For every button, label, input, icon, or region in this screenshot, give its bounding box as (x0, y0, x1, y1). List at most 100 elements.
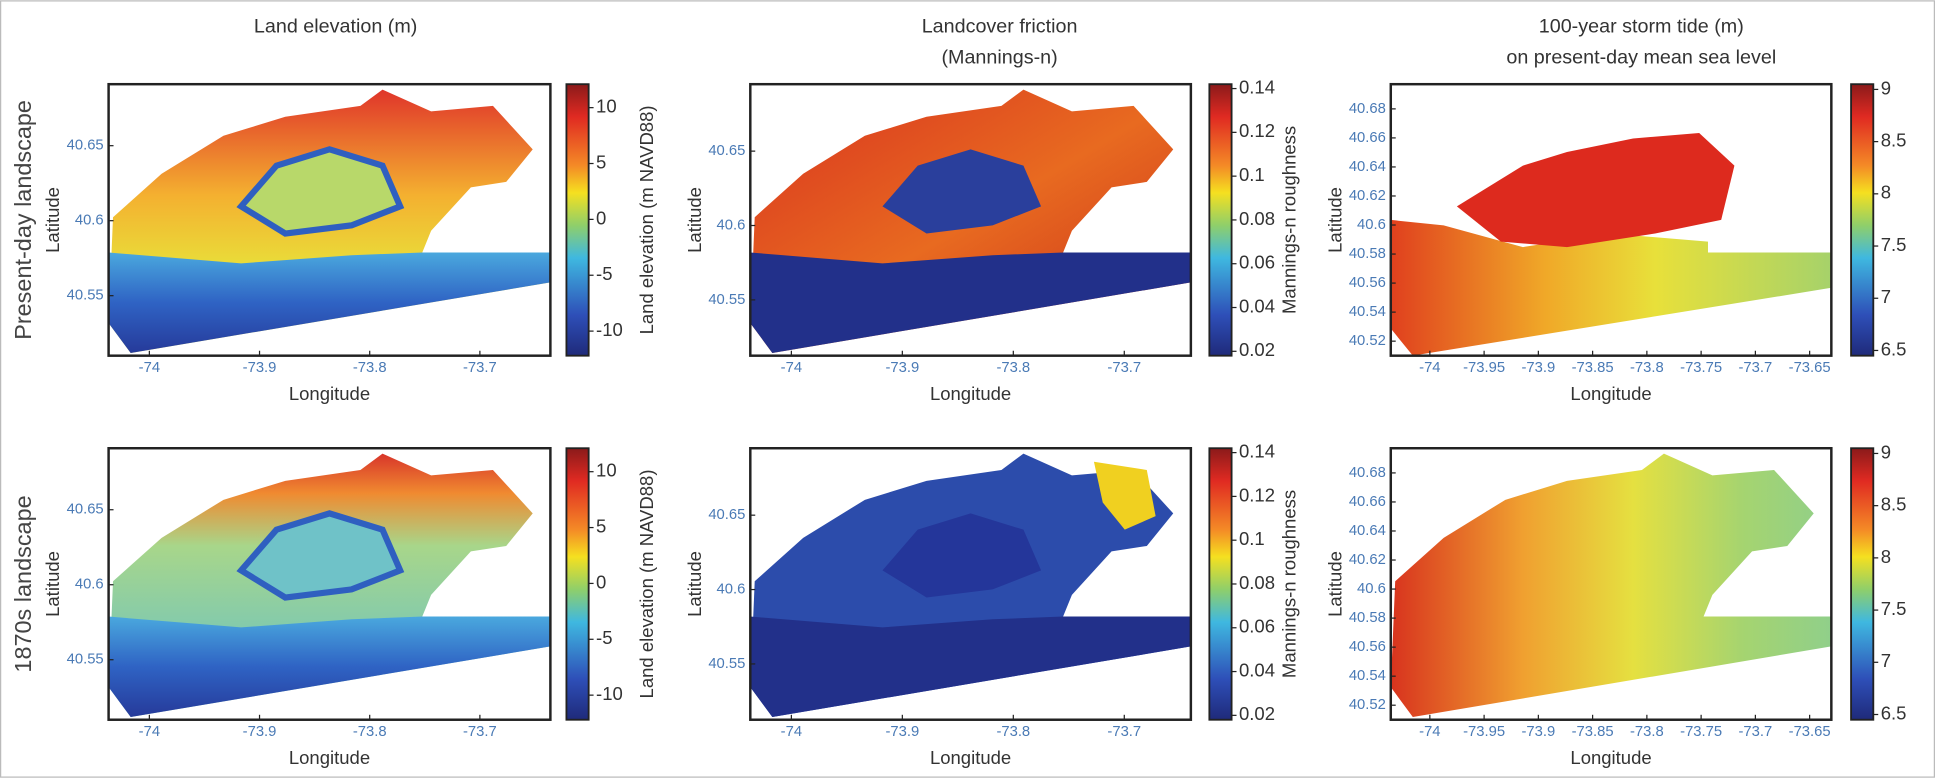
map (108, 453, 551, 718)
colorbar-tick-label: 0.14 (1239, 76, 1275, 97)
colorbar-tick-label: 0.08 (1239, 208, 1275, 229)
colorbar-tick-label: 5 (596, 151, 606, 172)
column-title: Land elevation (m) (254, 16, 417, 38)
x-tick-label: -73.9 (885, 724, 919, 740)
y-tick-label: 40.68 (1349, 101, 1386, 117)
colorbar-tick-label: 0.04 (1239, 659, 1275, 680)
axes-box (107, 447, 552, 721)
x-tick-label: -74 (1419, 360, 1440, 376)
y-axis-label: Latitude (42, 551, 63, 617)
y-tick-label: 40.55 (708, 656, 745, 672)
column-title: (Mannings-n) (941, 46, 1057, 68)
colorbar-tick-label: 9 (1881, 77, 1891, 98)
x-tick-label: -74 (139, 724, 160, 740)
axes-box (749, 447, 1193, 721)
y-tick-label: 40.58 (1349, 610, 1386, 626)
colorbar-tick-label: 0.02 (1239, 339, 1275, 360)
surge (1390, 219, 1832, 356)
colorbar-tick-label: 0.06 (1239, 252, 1275, 273)
colorbar-tick-label: 0.14 (1239, 441, 1275, 462)
x-tick-label: -73.7 (1739, 360, 1773, 376)
x-axis-label: Longitude (289, 747, 370, 768)
row-label: 1870s landscape (10, 495, 36, 672)
x-tick-label: -73.7 (463, 724, 497, 740)
colorbar-tick-label: 7 (1881, 286, 1891, 307)
colorbar-tick-label: -10 (596, 319, 623, 340)
x-tick-label: -74 (139, 360, 160, 376)
colorbar-tick-label: 8 (1881, 546, 1891, 567)
y-axis-label: Latitude (684, 187, 705, 253)
colorbar (1208, 447, 1233, 721)
colorbar-tick-label: 6.5 (1881, 702, 1907, 723)
y-axis-label: Latitude (1324, 187, 1345, 253)
y-tick-label: 40.6 (75, 577, 104, 593)
x-tick-label: -73.8 (353, 724, 387, 740)
colorbar-tick-label: 10 (596, 96, 617, 117)
colorbar-label: Mannings-n roughness (1279, 490, 1300, 678)
colorbar-tick-label: 8.5 (1881, 494, 1907, 515)
y-tick-label: 40.6 (75, 213, 104, 229)
y-tick-label: 40.64 (1349, 523, 1386, 539)
y-tick-label: 40.65 (708, 507, 745, 523)
y-tick-label: 40.52 (1349, 333, 1386, 349)
column-title: on present-day mean sea level (1506, 46, 1776, 68)
y-tick-label: 40.55 (67, 288, 104, 304)
colorbar (1850, 447, 1875, 721)
x-tick-label: -73.95 (1463, 360, 1505, 376)
colorbar-tick-label: 0.1 (1239, 528, 1265, 549)
colorbar-tick-label: -5 (596, 627, 612, 648)
x-tick-label: -73.8 (996, 724, 1030, 740)
y-tick-label: 40.54 (1349, 304, 1386, 320)
map (108, 89, 551, 353)
y-tick-label: 40.66 (1349, 494, 1386, 510)
x-tick-label: -73.8 (1630, 360, 1664, 376)
y-tick-label: 40.62 (1349, 188, 1386, 204)
sea (108, 616, 551, 718)
axes-box (1389, 447, 1833, 721)
surge (1390, 453, 1832, 718)
axes-box (1389, 82, 1833, 357)
x-tick-label: -73.75 (1680, 360, 1722, 376)
surge-bay (1456, 133, 1735, 248)
colorbar-tick-label: 0.1 (1239, 164, 1265, 185)
colorbar-tick-label: 0.12 (1239, 484, 1275, 505)
x-tick-label: -73.7 (1739, 724, 1773, 740)
map (750, 453, 1191, 718)
y-tick-label: 40.58 (1349, 246, 1386, 262)
y-tick-label: 40.64 (1349, 159, 1386, 175)
x-tick-label: -74 (781, 724, 802, 740)
colorbar-tick-label: 0.06 (1239, 616, 1275, 637)
x-tick-label: -73.85 (1572, 360, 1614, 376)
colorbar-tick-label: 7.5 (1881, 598, 1907, 619)
x-tick-label: -74 (781, 360, 802, 376)
colorbar-tick-label: 7 (1881, 650, 1891, 671)
colorbar-tick-label: 0 (596, 571, 606, 592)
x-tick-label: -73.65 (1789, 724, 1831, 740)
axes-box (749, 82, 1193, 357)
y-tick-label: 40.56 (1349, 639, 1386, 655)
map (1390, 133, 1832, 356)
x-tick-label: -73.7 (463, 360, 497, 376)
colorbar-tick-label: 0.12 (1239, 120, 1275, 141)
y-tick-label: 40.52 (1349, 697, 1386, 713)
x-tick-label: -73.8 (1630, 724, 1664, 740)
colorbar (1850, 83, 1875, 357)
colorbar-tick-label: 0.04 (1239, 295, 1275, 316)
bay (236, 510, 405, 601)
bay (236, 146, 405, 237)
x-tick-label: -73.9 (243, 724, 277, 740)
x-axis-label: Longitude (930, 383, 1011, 404)
sea (750, 616, 1191, 718)
colorbar-tick-label: 10 (596, 460, 617, 481)
colorbar-tick-label: 0.08 (1239, 572, 1275, 593)
colorbar-tick-label: 7.5 (1881, 234, 1907, 255)
colorbar-tick-label: 8 (1881, 182, 1891, 203)
colorbar-label: Land elevation (m NAVD88) (636, 469, 657, 698)
y-tick-label: 40.65 (67, 138, 104, 154)
y-tick-label: 40.65 (67, 502, 104, 518)
colorbar-tick-label: 5 (596, 515, 606, 536)
colorbar-tick-label: -5 (596, 263, 612, 284)
